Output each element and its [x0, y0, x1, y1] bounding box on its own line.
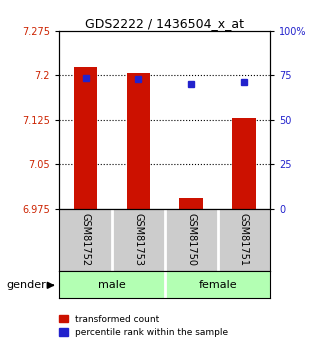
Text: female: female — [198, 280, 237, 289]
Text: GSM81753: GSM81753 — [133, 213, 143, 266]
Bar — [232, 118, 256, 209]
Text: GSM81752: GSM81752 — [81, 213, 91, 266]
Bar — [74, 67, 98, 209]
Bar — [179, 198, 203, 209]
Legend: transformed count, percentile rank within the sample: transformed count, percentile rank withi… — [59, 315, 228, 337]
Bar — [126, 72, 150, 209]
Text: GSM81750: GSM81750 — [186, 213, 196, 266]
Text: GSM81751: GSM81751 — [239, 213, 249, 266]
Text: male: male — [98, 280, 126, 289]
Title: GDS2222 / 1436504_x_at: GDS2222 / 1436504_x_at — [85, 17, 244, 30]
Text: gender: gender — [6, 280, 46, 290]
